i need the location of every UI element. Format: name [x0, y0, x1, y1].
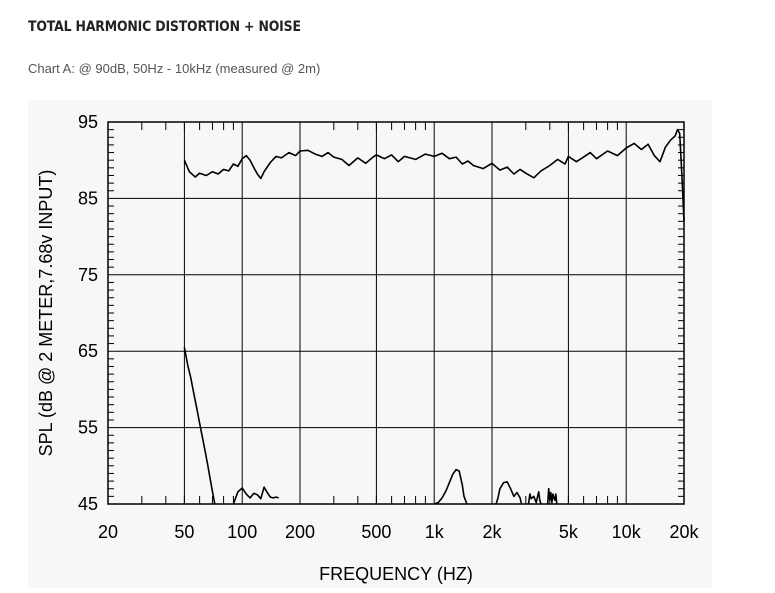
x-axis-title: FREQUENCY (HZ) — [319, 564, 473, 584]
y-tick-label: 45 — [78, 494, 98, 514]
x-tick-label: 5k — [559, 522, 579, 542]
x-tick-label-layer: 20 50 100 200 500 1k 2k 5k 10k 20k — [98, 522, 700, 542]
x-tick-label: 500 — [361, 522, 391, 542]
y-tick-label: 65 — [78, 341, 98, 361]
plot-frame — [107, 121, 685, 505]
y-tick-label: 85 — [78, 188, 98, 208]
series-line-thd — [232, 486, 279, 505]
minor-tick-layer — [108, 122, 684, 504]
x-tick-label: 1k — [425, 522, 445, 542]
series-line-thd — [433, 468, 468, 505]
x-tick-label: 20 — [98, 522, 118, 542]
series-line-spl — [183, 128, 685, 222]
chart-panel: 20 50 100 200 500 1k 2k 5k 10k 20k 45 55 65 75 85 95 F… — [28, 100, 712, 588]
series-line-thd — [495, 480, 523, 505]
chart-caption: Chart A: @ 90dB, 50Hz - 10kHz (measured … — [28, 61, 321, 76]
series-line-thd — [183, 347, 216, 505]
x-tick-label: 10k — [612, 522, 642, 542]
grid-layer — [107, 121, 685, 505]
x-tick-label: 200 — [285, 522, 315, 542]
x-tick-label: 50 — [174, 522, 194, 542]
section-title: TOTAL HARMONIC DISTORTION + NOISE — [28, 19, 301, 35]
x-tick-label: 20k — [669, 522, 699, 542]
series-layer — [183, 128, 685, 505]
series-line-thd — [527, 490, 542, 505]
series-line-thd — [546, 487, 558, 505]
x-tick-label: 2k — [482, 522, 502, 542]
y-tick-label-layer: 45 55 65 75 85 95 — [78, 112, 98, 514]
x-tick-label: 100 — [227, 522, 257, 542]
y-tick-label: 95 — [78, 112, 98, 132]
y-tick-label: 75 — [78, 265, 98, 285]
y-tick-label: 55 — [78, 418, 98, 438]
thd-chart: 20 50 100 200 500 1k 2k 5k 10k 20k 45 55 65 75 85 95 F… — [36, 112, 700, 584]
y-axis-title: SPL (dB @ 2 METER,7.68v INPUT) — [36, 170, 56, 457]
